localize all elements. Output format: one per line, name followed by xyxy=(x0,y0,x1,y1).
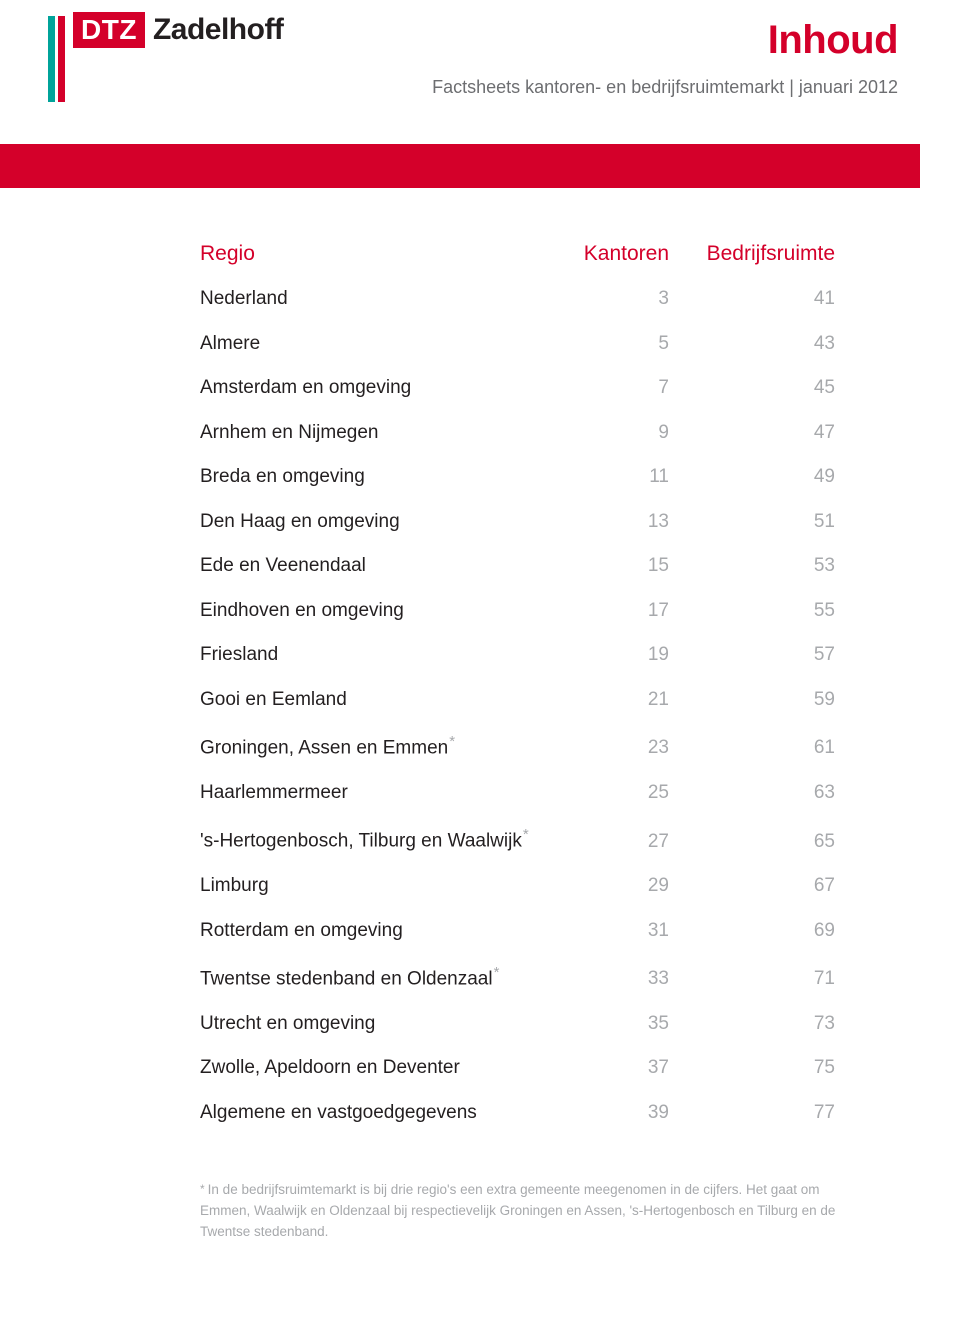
footnote-marker: * xyxy=(200,1182,205,1196)
logo-stripe-red xyxy=(58,16,65,102)
td-region: Eindhoven en omgeving xyxy=(200,600,565,622)
table-row: Breda en omgeving1149 xyxy=(200,466,860,488)
th-region: Regio xyxy=(200,242,565,266)
table-row: Utrecht en omgeving3573 xyxy=(200,1013,860,1035)
table-header-row: Regio Kantoren Bedrijfsruimte xyxy=(200,242,860,266)
table-row: Amsterdam en omgeving745 xyxy=(200,377,860,399)
td-region: Haarlemmermeer xyxy=(200,782,565,804)
footnote-star-icon: * xyxy=(494,964,500,981)
td-bedrijfsruimte-link[interactable]: 65 xyxy=(695,831,845,853)
table-row: Rotterdam en omgeving3169 xyxy=(200,920,860,942)
td-region: Nederland xyxy=(200,288,565,310)
th-kantoren: Kantoren xyxy=(565,242,695,266)
td-kantoren-link[interactable]: 11 xyxy=(565,466,695,488)
td-kantoren-link[interactable]: 35 xyxy=(565,1013,695,1035)
table-row: Limburg2967 xyxy=(200,875,860,897)
td-bedrijfsruimte-link[interactable]: 41 xyxy=(695,288,845,310)
accent-bar xyxy=(0,144,920,188)
td-kantoren-link[interactable]: 15 xyxy=(565,555,695,577)
footnote-star-icon: * xyxy=(449,733,455,750)
td-kantoren-link[interactable]: 31 xyxy=(565,920,695,942)
brand-logo: DTZ Zadelhoff xyxy=(48,12,283,102)
td-kantoren-link[interactable]: 27 xyxy=(565,831,695,853)
th-bedrijfsruimte: Bedrijfsruimte xyxy=(695,242,845,266)
table-row: Haarlemmermeer2563 xyxy=(200,782,860,804)
td-bedrijfsruimte-link[interactable]: 69 xyxy=(695,920,845,942)
td-kantoren-link[interactable]: 19 xyxy=(565,644,695,666)
td-bedrijfsruimte-link[interactable]: 71 xyxy=(695,968,845,990)
td-bedrijfsruimte-link[interactable]: 77 xyxy=(695,1102,845,1124)
td-bedrijfsruimte-link[interactable]: 73 xyxy=(695,1013,845,1035)
td-region: Breda en omgeving xyxy=(200,466,565,488)
td-bedrijfsruimte-link[interactable]: 45 xyxy=(695,377,845,399)
td-region: Algemene en vastgoedgegevens xyxy=(200,1102,565,1124)
footnote-star-icon: * xyxy=(523,826,529,843)
td-region: Rotterdam en omgeving xyxy=(200,920,565,942)
footnote: *In de bedrijfsruimtemarkt is bij drie r… xyxy=(200,1180,860,1243)
table-row: Ede en Veenendaal1553 xyxy=(200,555,860,577)
td-bedrijfsruimte-link[interactable]: 51 xyxy=(695,511,845,533)
table-row: Groningen, Assen en Emmen*2361 xyxy=(200,733,860,759)
table-row: Almere543 xyxy=(200,333,860,355)
td-bedrijfsruimte-link[interactable]: 43 xyxy=(695,333,845,355)
td-bedrijfsruimte-link[interactable]: 75 xyxy=(695,1057,845,1079)
td-bedrijfsruimte-link[interactable]: 59 xyxy=(695,689,845,711)
table-row: Nederland341 xyxy=(200,288,860,310)
contents-table: Regio Kantoren Bedrijfsruimte Nederland3… xyxy=(200,242,860,1146)
td-bedrijfsruimte-link[interactable]: 61 xyxy=(695,737,845,759)
td-region: Almere xyxy=(200,333,565,355)
td-bedrijfsruimte-link[interactable]: 49 xyxy=(695,466,845,488)
td-region: Twentse stedenband en Oldenzaal* xyxy=(200,964,565,990)
td-region: Gooi en Eemland xyxy=(200,689,565,711)
td-kantoren-link[interactable]: 39 xyxy=(565,1102,695,1124)
td-region: Limburg xyxy=(200,875,565,897)
td-kantoren-link[interactable]: 29 xyxy=(565,875,695,897)
logo-stripe-teal xyxy=(48,16,55,102)
td-kantoren-link[interactable]: 37 xyxy=(565,1057,695,1079)
td-kantoren-link[interactable]: 13 xyxy=(565,511,695,533)
table-row: Arnhem en Nijmegen947 xyxy=(200,422,860,444)
td-region: 's-Hertogenbosch, Tilburg en Waalwijk* xyxy=(200,826,565,852)
td-kantoren-link[interactable]: 9 xyxy=(565,422,695,444)
td-region: Utrecht en omgeving xyxy=(200,1013,565,1035)
td-region: Amsterdam en omgeving xyxy=(200,377,565,399)
td-region: Ede en Veenendaal xyxy=(200,555,565,577)
table-row: Zwolle, Apeldoorn en Deventer3775 xyxy=(200,1057,860,1079)
td-kantoren-link[interactable]: 21 xyxy=(565,689,695,711)
logo-stripes xyxy=(48,12,65,102)
td-kantoren-link[interactable]: 3 xyxy=(565,288,695,310)
table-row: Twentse stedenband en Oldenzaal*3371 xyxy=(200,964,860,990)
logo-dtz: DTZ xyxy=(73,12,145,48)
page-subtitle: Factsheets kantoren- en bedrijfsruimtema… xyxy=(432,77,898,98)
td-kantoren-link[interactable]: 5 xyxy=(565,333,695,355)
td-kantoren-link[interactable]: 7 xyxy=(565,377,695,399)
table-row: Den Haag en omgeving1351 xyxy=(200,511,860,533)
td-kantoren-link[interactable]: 23 xyxy=(565,737,695,759)
td-bedrijfsruimte-link[interactable]: 57 xyxy=(695,644,845,666)
footnote-text: In de bedrijfsruimtemarkt is bij drie re… xyxy=(200,1182,835,1239)
td-bedrijfsruimte-link[interactable]: 67 xyxy=(695,875,845,897)
td-region: Groningen, Assen en Emmen* xyxy=(200,733,565,759)
td-bedrijfsruimte-link[interactable]: 55 xyxy=(695,600,845,622)
title-block: Inhoud Factsheets kantoren- en bedrijfsr… xyxy=(432,18,898,98)
td-region: Den Haag en omgeving xyxy=(200,511,565,533)
td-region: Friesland xyxy=(200,644,565,666)
td-bedrijfsruimte-link[interactable]: 47 xyxy=(695,422,845,444)
page-title: Inhoud xyxy=(432,18,898,63)
td-kantoren-link[interactable]: 33 xyxy=(565,968,695,990)
td-region: Arnhem en Nijmegen xyxy=(200,422,565,444)
td-kantoren-link[interactable]: 17 xyxy=(565,600,695,622)
td-bedrijfsruimte-link[interactable]: 63 xyxy=(695,782,845,804)
logo-zadelhoff: Zadelhoff xyxy=(153,15,284,45)
td-region: Zwolle, Apeldoorn en Deventer xyxy=(200,1057,565,1079)
td-kantoren-link[interactable]: 25 xyxy=(565,782,695,804)
table-row: 's-Hertogenbosch, Tilburg en Waalwijk*27… xyxy=(200,826,860,852)
td-bedrijfsruimte-link[interactable]: 53 xyxy=(695,555,845,577)
table-row: Algemene en vastgoedgegevens3977 xyxy=(200,1102,860,1124)
table-row: Gooi en Eemland2159 xyxy=(200,689,860,711)
table-row: Eindhoven en omgeving1755 xyxy=(200,600,860,622)
table-row: Friesland1957 xyxy=(200,644,860,666)
